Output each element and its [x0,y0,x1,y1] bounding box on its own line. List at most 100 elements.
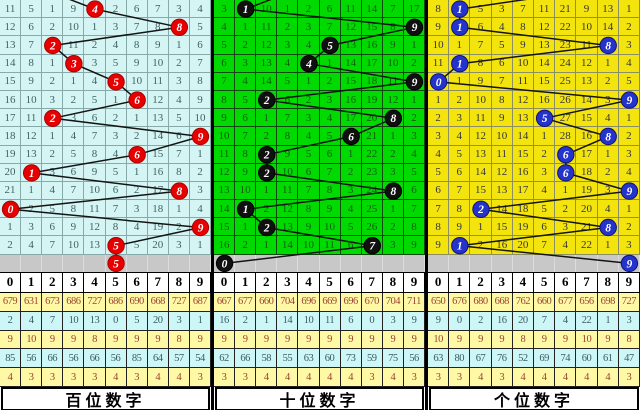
omission-cell: 14 [0,54,22,73]
omission-cell: 7 [235,127,257,146]
stat-cell: 4 [534,368,556,387]
omission-cell: 4 [105,145,127,164]
stat-cell: 727 [84,292,106,312]
omission-cell [189,127,211,146]
stat-cell: 76 [491,349,513,369]
omission-cell: 17 [361,54,383,73]
stat-cell: 9 [340,330,362,350]
omission-cell: 3 [105,18,127,37]
stat-cell: 9 [470,330,492,350]
stat-cell: 4 [147,368,169,387]
stats-grid: 679 631 673 686 727 686 690 668 727 687 2 4 7 10 13 0 5 2… [0,292,211,387]
omission-cell: 1 [298,72,320,91]
stat-cell: 4 [576,368,598,387]
omission-cell: 2 [382,218,404,237]
omission-cell: 6 [428,181,450,201]
digit-header-cell: 9 [189,272,211,293]
omission-cell: 8 [168,163,190,182]
omission-cell: 20 [361,109,383,128]
omission-cell: 1 [428,90,450,110]
omission-cell: 1 [42,0,64,19]
omission-cell: 2 [168,54,190,73]
stat-cell: 2 [0,311,22,331]
omission-cell: 14 [147,127,169,146]
omission-cell: 11 [21,109,43,128]
omission-cell: 6 [105,181,127,201]
omission-cell: 2 [618,127,640,146]
omission-cell: 5 [319,127,341,146]
omission-cell: 10 [63,18,85,37]
omission-cell: 9 [214,109,236,128]
omission-cell: 11 [63,36,85,55]
omission-cell: 4 [534,181,556,201]
omission-cell: 21 [361,127,383,146]
omission-cell: 17 [403,0,425,19]
omission-cell: 8 [21,54,43,73]
stat-cell: 4 [105,368,127,387]
stat-cell: 9 [105,330,127,350]
omission-cell: 18 [576,163,598,182]
stat-cell: 3 [428,368,450,387]
omission-cell: 11 [256,18,278,37]
omission-cell: 1 [597,236,619,255]
panel-label: 个位数字 [429,386,639,410]
omission-cell: 3 [168,0,190,19]
stat-cell: 4 [298,368,320,387]
omission-cell: 13 [277,218,299,237]
omission-cell: 1 [597,145,619,164]
stat-cell: 704 [382,292,404,312]
omission-cell: 7 [63,181,85,201]
omission-cell: 11 [491,145,513,164]
stat-cell: 9 [63,330,85,350]
omission-cell [63,54,85,73]
omission-cell: 10 [470,90,492,110]
digit-header-cell: 9 [403,272,425,293]
stat-cell: 686 [63,292,85,312]
omission-cell: 3 [340,181,362,201]
omission-cell: 8 [298,200,320,219]
stat-cell: 60 [576,349,598,369]
omission-cell: 8 [147,18,169,37]
stat-cell: 0 [361,311,383,331]
stat-cell: 4 [319,368,341,387]
omission-cell: 10 [21,90,43,110]
omission-cell: 3 [235,54,257,73]
omission-cell: 24 [555,54,577,73]
omission-cell [256,90,278,110]
omission-cell: 10 [63,236,85,255]
stat-cell: 1 [189,311,211,331]
omission-cell: 6 [84,109,106,128]
omission-cell: 26 [361,218,383,237]
omission-cell: 9 [428,18,450,37]
stat-cell: 4 [597,368,619,387]
omission-cell: 8 [382,18,404,37]
omission-cell: 3 [189,181,211,201]
omission-cell: 3 [168,236,190,255]
stat-cell: 5 [126,311,148,331]
stat-cell: 8 [618,330,640,350]
omission-cell: 2 [63,90,85,110]
omission-cell: 2 [42,72,64,91]
omission-cell [403,72,425,91]
stat-cell: 727 [618,292,640,312]
omission-cell: 11 [428,54,450,73]
stat-cell: 69 [534,349,556,369]
omission-cell: 2 [277,18,299,37]
stat-cell: 67 [470,349,492,369]
omission-cell: 3 [42,163,64,182]
omission-cell: 9 [21,72,43,91]
omission-cell: 1 [189,145,211,164]
latest-row-cell [256,254,278,272]
omission-cell: 10 [576,18,598,37]
panel-separator [211,0,214,410]
omission-cell: 20 [0,163,22,182]
stat-cell: 686 [105,292,127,312]
omission-cell: 10 [126,72,148,91]
stat-cell: 677 [235,292,257,312]
stat-cell: 698 [597,292,619,312]
omission-cell: 5 [534,200,556,219]
omission-cell: 2 [319,72,341,91]
omission-cell: 3 [382,163,404,182]
latest-row-cell [106,254,127,272]
